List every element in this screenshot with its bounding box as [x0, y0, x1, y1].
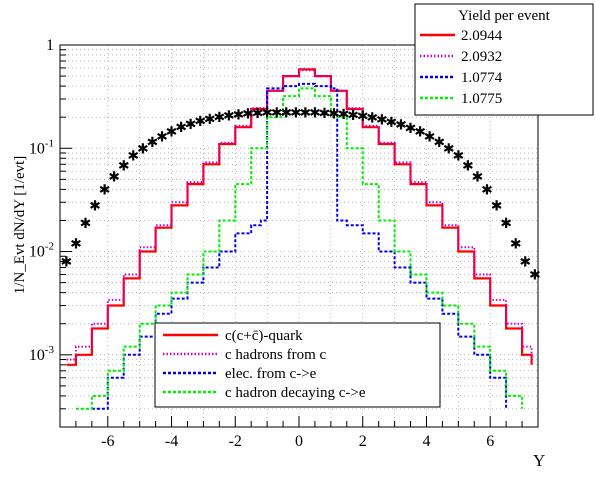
series-star-point: ✱ [386, 116, 398, 131]
series-star-point: ✱ [462, 160, 474, 175]
y-tick-label: 1 [46, 37, 54, 54]
series-star-point: ✱ [491, 199, 503, 214]
series-legend-box [154, 322, 441, 408]
x-tick-label: -6 [101, 433, 114, 450]
series-star-point: ✱ [338, 108, 350, 123]
ticks: -6 -4 -2 0 2 4 6 10-3 10-2 10-1 1 [29, 37, 523, 450]
series-star-point: ✱ [175, 121, 187, 136]
series-star-point: ✱ [347, 109, 359, 124]
series-star-point: ✱ [500, 217, 512, 232]
series-star-point: ✱ [108, 171, 120, 186]
series-line-2 [66, 69, 533, 361]
series-star-point: ✱ [127, 150, 139, 165]
series-star-point: ✱ [300, 107, 312, 122]
x-tick-label: -2 [229, 433, 242, 450]
series-star-point: ✱ [204, 113, 216, 128]
series-star-point: ✱ [510, 237, 522, 252]
series-layer: ✱✱✱✱✱✱✱✱✱✱✱✱✱✱✱✱✱✱✱✱✱✱✱✱✱✱✱✱✱✱✱✱✱✱✱✱✱✱✱✱… [61, 68, 541, 410]
series-star-point: ✱ [137, 142, 149, 157]
series-star-point: ✱ [443, 142, 455, 157]
series-star-point: ✱ [261, 107, 273, 122]
series-star-point: ✱ [433, 136, 445, 151]
series-star-point: ✱ [147, 136, 159, 151]
series-legend-label: c hadron decaying c->e [225, 385, 366, 401]
series-star-point: ✱ [529, 268, 541, 283]
x-axis-label: Y [533, 451, 545, 470]
x-tick-label: 6 [486, 433, 494, 450]
series-star-point: ✱ [472, 171, 484, 186]
series-star-point: ✱ [70, 237, 82, 252]
yield-legend-title: Yield per event [458, 8, 550, 24]
series-star-point: ✱ [280, 107, 292, 122]
x-tick-label: 4 [422, 433, 430, 450]
y-axis-label: 1/N_Evt dN/dY [1/evt] [12, 156, 28, 295]
series-star-point: ✱ [424, 131, 436, 146]
y-tick-label: 10-1 [29, 137, 54, 157]
series-star-point: ✱ [366, 112, 378, 127]
series-star-point: ✱ [252, 107, 264, 122]
yield-legend: Yield per event 2.0944 2.0932 1.0774 1.0775 [414, 3, 594, 116]
series-star-point: ✱ [223, 110, 235, 125]
series-legend: c(c+c̄)-quark c hadrons from c elec. from … [154, 322, 441, 408]
y-tick-label: 10-3 [29, 344, 55, 364]
yield-legend-value: 1.0774 [461, 70, 503, 86]
series-star-point: ✱ [481, 183, 493, 198]
x-tick-label: 2 [359, 433, 367, 450]
yield-legend-value: 2.0944 [461, 28, 503, 44]
y-tick-label: 10-2 [29, 241, 54, 261]
series-star-point: ✱ [309, 107, 321, 122]
series-star-point: ✱ [213, 111, 225, 126]
series-star-point: ✱ [290, 107, 302, 122]
series-star-point: ✱ [99, 183, 111, 198]
series-line-3 [91, 82, 508, 410]
series-star-point: ✱ [395, 118, 407, 133]
series-star-point: ✱ [156, 131, 168, 146]
series-star-point: ✱ [233, 109, 245, 124]
series-star-point: ✱ [452, 150, 464, 165]
series-star-point: ✱ [357, 110, 369, 125]
series-legend-label: elec. from c->e [225, 366, 317, 382]
series-legend-label: c(c+c̄)-quark [225, 328, 303, 344]
series-star-point: ✱ [271, 107, 283, 122]
series-star-point: ✱ [166, 126, 178, 141]
series-star-point: ✱ [242, 108, 254, 123]
x-tick-label: -4 [165, 433, 178, 450]
x-tick-label: 0 [295, 433, 303, 450]
series-star-point: ✱ [80, 217, 92, 232]
series-star-point: ✱ [319, 107, 331, 122]
yield-legend-box [414, 3, 594, 116]
series-star-point: ✱ [328, 107, 340, 122]
series-star-point: ✱ [61, 256, 73, 271]
series-star-point: ✱ [118, 160, 130, 175]
series-star-point: ✱ [194, 115, 206, 130]
series-star-point: ✱ [185, 118, 197, 133]
series-line-4 [75, 87, 524, 410]
series-star-point: ✱ [376, 113, 388, 128]
series-star-point: ✱ [405, 122, 417, 137]
yield-legend-value: 1.0775 [461, 91, 502, 107]
series-star-point: ✱ [89, 199, 101, 214]
series-star-point: ✱ [414, 126, 426, 141]
series-legend-label: c hadrons from c [225, 347, 327, 363]
series-star-point: ✱ [519, 256, 531, 271]
yield-legend-value: 2.0932 [461, 49, 502, 65]
